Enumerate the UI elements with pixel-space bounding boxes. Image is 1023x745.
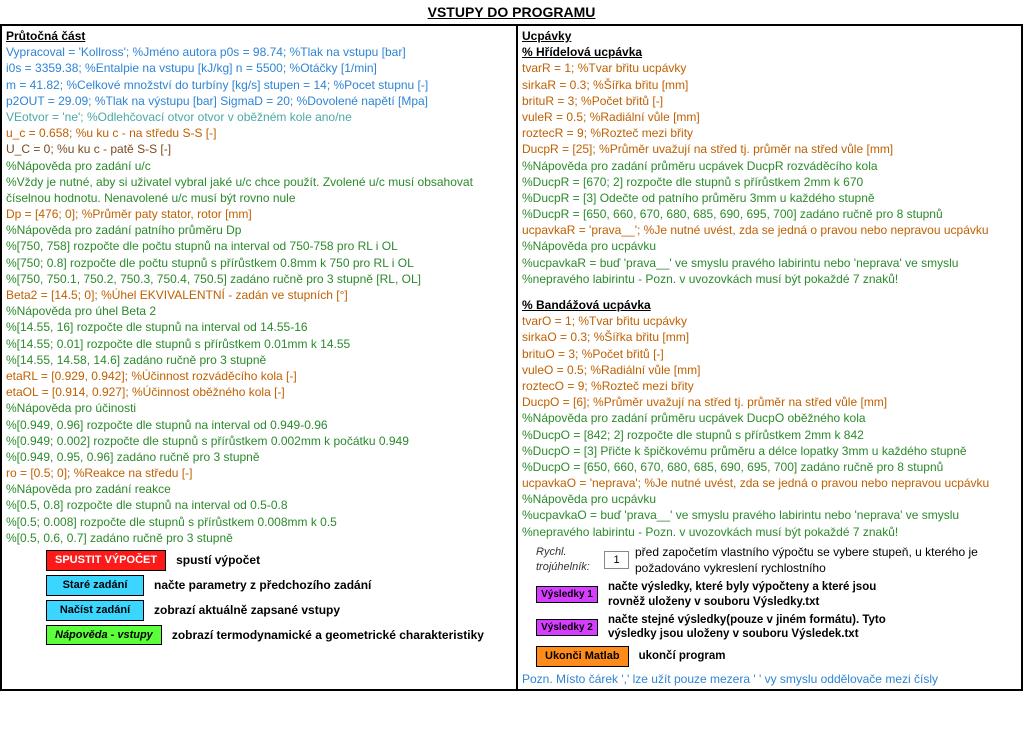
- code-line: i0s = 3359.38; %Entalpie na vstupu [kJ/k…: [6, 60, 512, 76]
- code-line: číselnou hodnotu. Nenavolené u/c musí bý…: [6, 190, 512, 206]
- old-input-button-row: Staré zadání načte parametry z předchozíh…: [46, 575, 512, 596]
- code-line: %[0.5, 0.6, 0.7] zadáno ručně pro 3 stup…: [6, 530, 512, 546]
- load-input-button[interactable]: Načíst zadání: [46, 600, 144, 621]
- main-panel: Průtočná část Vypracoval = 'Kollross'; %…: [0, 24, 1023, 691]
- code-line: brituR = 3; %Počet břitů [-]: [522, 93, 1017, 109]
- code-line: %[0.949; 0.002] rozpočte dle stupnů s př…: [6, 433, 512, 449]
- quit-matlab-button-row: Ukonči Matlab ukončí program: [536, 646, 1017, 667]
- code-line: ucpavkaR = 'prava__'; %Je nutné uvést, z…: [522, 222, 1017, 238]
- code-line: %[0.5; 0.008] rozpočte dle stupnů s přír…: [6, 514, 512, 530]
- code-line: %ucpavkaR = buď 'prava__' ve smyslu prav…: [522, 255, 1017, 271]
- code-line: tvarR = 1; %Tvar břitu ucpávky: [522, 60, 1017, 76]
- code-line: p2OUT = 29.09; %Tlak na výstupu [bar] Si…: [6, 93, 512, 109]
- help-inputs-button-row: Nápověda - vstupy zobrazí termodynamické …: [46, 625, 512, 646]
- code-line: %Vždy je nutné, aby si uživatel vybral j…: [6, 174, 512, 190]
- code-line: %Nápověda pro ucpávku: [522, 238, 1017, 254]
- code-line: %[750, 758] rozpočte dle počtu stupnů na…: [6, 238, 512, 254]
- quit-matlab-button[interactable]: Ukonči Matlab: [536, 646, 629, 667]
- right-header: Ucpávky: [522, 28, 1017, 44]
- old-input-button-desc: načte parametry z předchozího zadání: [154, 577, 371, 593]
- code-line: %Nápověda pro zadání patního průměru Dp: [6, 222, 512, 238]
- code-line: %DucpO = [842; 2] rozpočte dle stupnů s …: [522, 427, 1017, 443]
- code-line: Beta2 = [14.5; 0]; %Úhel EKVIVALENTNÍ - …: [6, 287, 512, 303]
- code-line: %[0.5, 0.8] rozpočte dle stupnů na inter…: [6, 497, 512, 513]
- triangle-row: Rychl. trojúhelník: 1 před započetím vla…: [536, 544, 1017, 576]
- code-line: %Nápověda pro zadání reakce: [6, 481, 512, 497]
- code-line: DucpR = [25]; %Průměr uvažují na střed t…: [522, 141, 1017, 157]
- right-sub2: % Bandážová ucpávka: [522, 297, 1017, 313]
- code-line: %Nápověda pro zadání u/c: [6, 158, 512, 174]
- results2-button[interactable]: Výsledky 2: [536, 619, 598, 637]
- code-line: %DucpR = [650, 660, 670, 680, 685, 690, …: [522, 206, 1017, 222]
- load-input-button-desc: zobrazí aktuálně zapsané vstupy: [154, 602, 340, 618]
- code-line: %Nápověda pro zadání průměru ucpávek Duc…: [522, 410, 1017, 426]
- code-line: %[14.55; 0.01] rozpočte dle stupnů s pří…: [6, 336, 512, 352]
- code-line: Vypracoval = 'Kollross'; %Jméno autora p…: [6, 44, 512, 60]
- left-column: Průtočná část Vypracoval = 'Kollross'; %…: [1, 25, 517, 690]
- code-line: sirkaO = 0.3; %Šířka břitu [mm]: [522, 329, 1017, 345]
- code-line: U_C = 0; %u ku c - patě S-S [-]: [6, 141, 512, 157]
- code-line: vuleR = 0.5; %Radiální vůle [mm]: [522, 109, 1017, 125]
- results1-button-desc: načte výsledky, které byly výpočteny a k…: [608, 580, 908, 609]
- code-line: %[0.949, 0.95, 0.96] zadáno ručně pro 3 …: [6, 449, 512, 465]
- code-line: %[14.55, 14.58, 14.6] zadáno ručně pro 3…: [6, 352, 512, 368]
- code-line: %Nápověda pro ucpávku: [522, 491, 1017, 507]
- code-line: %[0.949, 0.96] rozpočte dle stupnů na in…: [6, 417, 512, 433]
- code-line: vuleO = 0.5; %Radiální vůle [mm]: [522, 362, 1017, 378]
- code-line: %[750; 0.8] rozpočte dle počtu stupnů s …: [6, 255, 512, 271]
- code-line: brituO = 3; %Počet břitů [-]: [522, 346, 1017, 362]
- code-line: roztecO = 9; %Rozteč mezi břity: [522, 378, 1017, 394]
- code-line: sirkaR = 0.3; %Šířka břitu [mm]: [522, 77, 1017, 93]
- results1-button[interactable]: Výsledky 1: [536, 586, 598, 604]
- results1-button-row: Výsledky 1 načte výsledky, které byly výp…: [536, 580, 1017, 609]
- code-line: %nepravého labirintu - Pozn. v uvozovkác…: [522, 271, 1017, 287]
- right-sub1: % Hřídelová ucpávka: [522, 44, 1017, 60]
- help-inputs-button[interactable]: Nápověda - vstupy: [46, 625, 162, 646]
- code-line: %[750, 750.1, 750.2, 750.3, 750.4, 750.5…: [6, 271, 512, 287]
- load-input-button-row: Načíst zadání zobrazí aktuálně zapsané vs…: [46, 600, 512, 621]
- code-line: %Nápověda pro úhel Beta 2: [6, 303, 512, 319]
- code-line: %Nápověda pro účinosti: [6, 400, 512, 416]
- code-line: VEotvor = 'ne'; %Odlehčovací otvor otvor…: [6, 109, 512, 125]
- triangle-desc: před započetím vlastního výpočtu se vybe…: [635, 544, 1017, 576]
- code-line: tvarO = 1; %Tvar břitu ucpávky: [522, 313, 1017, 329]
- code-line: etaOL = [0.914, 0.927]; %Účinnost oběžné…: [6, 384, 512, 400]
- help-inputs-button-desc: zobrazí termodynamické a geometrické cha…: [172, 627, 484, 643]
- footer-note: Pozn. Místo čárek ',' lze užít pouze mez…: [522, 671, 1017, 687]
- run-button[interactable]: SPUSTIT VÝPOČET: [46, 550, 166, 571]
- code-line: %ucpavkaO = buď 'prava__' ve smyslu prav…: [522, 507, 1017, 523]
- quit-matlab-button-desc: ukončí program: [639, 649, 726, 663]
- results2-button-desc: načte stejné výsledky(pouze v jiném form…: [608, 613, 908, 642]
- code-line: %DucpR = [3] Odečte od patního průměru 3…: [522, 190, 1017, 206]
- triangle-label: Rychl. trojúhelník:: [536, 545, 598, 575]
- code-line: DucpO = [6]; %Průměr uvažují na střed tj…: [522, 394, 1017, 410]
- triangle-input[interactable]: 1: [604, 551, 629, 569]
- run-button-desc: spustí výpočet: [176, 552, 260, 568]
- left-header: Průtočná část: [6, 28, 512, 44]
- old-input-button[interactable]: Staré zadání: [46, 575, 144, 596]
- page-title: VSTUPY DO PROGRAMU: [0, 0, 1023, 24]
- right-column: Ucpávky % Hřídelová ucpávka tvarR = 1; %…: [517, 25, 1022, 690]
- code-line: ucpavkaO = 'neprava'; %Je nutné uvést, z…: [522, 475, 1017, 491]
- code-line: u_c = 0.658; %u ku c - na středu S-S [-]: [6, 125, 512, 141]
- code-line: %DucpR = [670; 2] rozpočte dle stupnů s …: [522, 174, 1017, 190]
- code-line: Dp = [476; 0]; %Průměr paty stator, roto…: [6, 206, 512, 222]
- code-line: %DucpO = [650, 660, 670, 680, 685, 690, …: [522, 459, 1017, 475]
- code-line: %Nápověda pro zadání průměru ucpávek Duc…: [522, 158, 1017, 174]
- code-line: %DucpO = [3] Přičte k špičkovému průměru…: [522, 443, 1017, 459]
- code-line: %[14.55, 16] rozpočte dle stupnů na inte…: [6, 319, 512, 335]
- code-line: m = 41.82; %Celkové množství do turbíny …: [6, 77, 512, 93]
- results2-button-row: Výsledky 2 načte stejné výsledky(pouze v …: [536, 613, 1017, 642]
- code-line: etaRL = [0.929, 0.942]; %Účinnost rozvád…: [6, 368, 512, 384]
- code-line: ro = [0.5; 0]; %Reakce na středu [-]: [6, 465, 512, 481]
- code-line: %nepravého labirintu - Pozn. v uvozovkác…: [522, 524, 1017, 540]
- run-button-row: SPUSTIT VÝPOČET spustí výpočet: [46, 550, 512, 571]
- code-line: roztecR = 9; %Rozteč mezi břity: [522, 125, 1017, 141]
